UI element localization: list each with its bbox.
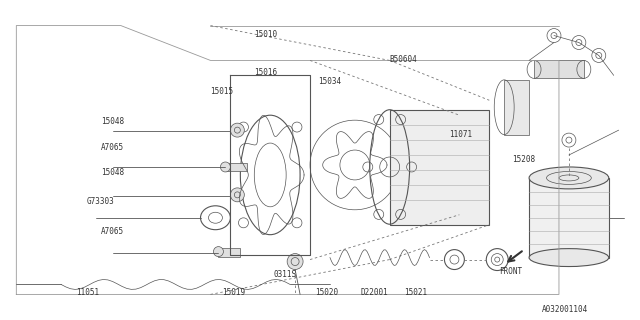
Circle shape bbox=[287, 253, 303, 269]
Text: 15016: 15016 bbox=[254, 68, 277, 77]
Bar bbox=[529, 178, 609, 258]
Text: 15010: 15010 bbox=[254, 30, 277, 39]
Circle shape bbox=[220, 162, 230, 172]
Circle shape bbox=[214, 247, 223, 257]
Text: A7065: A7065 bbox=[101, 227, 124, 236]
Text: 15208: 15208 bbox=[513, 156, 536, 164]
Text: FRONT: FRONT bbox=[500, 267, 523, 276]
Bar bbox=[534, 60, 584, 78]
Text: 15034: 15034 bbox=[318, 77, 341, 86]
Text: 15048: 15048 bbox=[101, 117, 124, 126]
Text: 15048: 15048 bbox=[101, 168, 124, 177]
Text: G73303: G73303 bbox=[86, 197, 114, 206]
Bar bbox=[218, 248, 241, 257]
Text: 15015: 15015 bbox=[210, 87, 233, 96]
Circle shape bbox=[230, 123, 244, 137]
Bar bbox=[225, 163, 247, 171]
Text: 15021: 15021 bbox=[404, 288, 427, 297]
Text: 11051: 11051 bbox=[76, 288, 99, 297]
Bar bbox=[504, 80, 529, 135]
Text: 15020: 15020 bbox=[315, 288, 338, 297]
Ellipse shape bbox=[529, 249, 609, 267]
Text: D22001: D22001 bbox=[360, 288, 388, 297]
Text: 15019: 15019 bbox=[223, 288, 246, 297]
Ellipse shape bbox=[529, 167, 609, 189]
Text: 0311S: 0311S bbox=[273, 270, 296, 279]
Bar bbox=[390, 110, 489, 225]
Text: A7065: A7065 bbox=[101, 143, 124, 152]
Text: 11071: 11071 bbox=[449, 130, 472, 139]
Circle shape bbox=[230, 188, 244, 202]
Text: A032001104: A032001104 bbox=[542, 305, 588, 314]
Text: B50604: B50604 bbox=[389, 55, 417, 64]
